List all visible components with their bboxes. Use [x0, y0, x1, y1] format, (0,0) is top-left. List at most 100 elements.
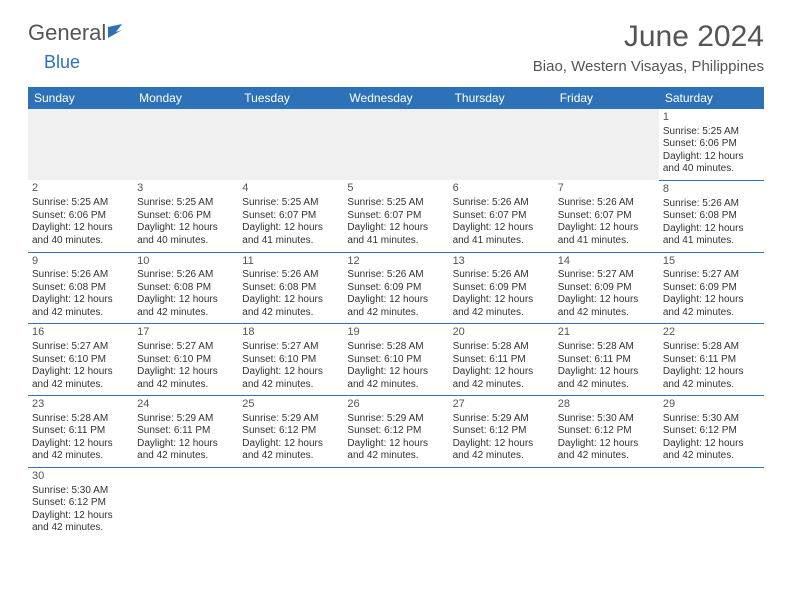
daylight1-text: Daylight: 12 hours	[453, 366, 550, 379]
day-number: 10	[137, 255, 234, 269]
daylight1-text: Daylight: 12 hours	[347, 438, 444, 451]
empty-cell	[238, 109, 343, 180]
dow-friday: Friday	[554, 87, 659, 109]
day-number: 19	[347, 326, 444, 340]
dow-wednesday: Wednesday	[343, 87, 448, 109]
week-row: 23Sunrise: 5:28 AMSunset: 6:11 PMDayligh…	[28, 396, 764, 468]
sunrise-text: Sunrise: 5:26 AM	[347, 269, 444, 282]
day-cell: 1Sunrise: 5:25 AMSunset: 6:06 PMDaylight…	[659, 109, 764, 180]
sunset-text: Sunset: 6:08 PM	[242, 282, 339, 295]
daylight1-text: Daylight: 12 hours	[137, 222, 234, 235]
empty-cell	[449, 109, 554, 180]
sunrise-text: Sunrise: 5:28 AM	[32, 413, 129, 426]
daylight2-text: and 42 minutes.	[663, 307, 760, 320]
dow-thursday: Thursday	[449, 87, 554, 109]
day-cell: 19Sunrise: 5:28 AMSunset: 6:10 PMDayligh…	[343, 324, 448, 396]
daylight2-text: and 42 minutes.	[347, 450, 444, 463]
daylight2-text: and 42 minutes.	[453, 450, 550, 463]
dow-tuesday: Tuesday	[238, 87, 343, 109]
day-number: 29	[663, 398, 760, 412]
day-number: 30	[32, 470, 129, 484]
sunset-text: Sunset: 6:12 PM	[663, 425, 760, 438]
sunrise-text: Sunrise: 5:26 AM	[32, 269, 129, 282]
title-block: June 2024 Biao, Western Visayas, Philipp…	[533, 20, 764, 75]
empty-cell	[133, 467, 238, 538]
day-number: 27	[453, 398, 550, 412]
day-cell: 2Sunrise: 5:25 AMSunset: 6:06 PMDaylight…	[28, 180, 133, 252]
month-title: June 2024	[533, 20, 764, 54]
day-number: 26	[347, 398, 444, 412]
daylight2-text: and 42 minutes.	[663, 450, 760, 463]
daylight2-text: and 42 minutes.	[242, 450, 339, 463]
sunset-text: Sunset: 6:11 PM	[663, 354, 760, 367]
daylight2-text: and 42 minutes.	[558, 450, 655, 463]
day-number: 21	[558, 326, 655, 340]
sunset-text: Sunset: 6:10 PM	[347, 354, 444, 367]
daylight1-text: Daylight: 12 hours	[663, 366, 760, 379]
daylight1-text: Daylight: 12 hours	[558, 222, 655, 235]
day-number: 24	[137, 398, 234, 412]
daylight2-text: and 40 minutes.	[663, 163, 760, 176]
day-cell: 12Sunrise: 5:26 AMSunset: 6:09 PMDayligh…	[343, 252, 448, 324]
daylight2-text: and 42 minutes.	[32, 522, 129, 535]
daylight2-text: and 41 minutes.	[242, 235, 339, 248]
daylight1-text: Daylight: 12 hours	[32, 294, 129, 307]
day-cell: 26Sunrise: 5:29 AMSunset: 6:12 PMDayligh…	[343, 396, 448, 468]
daylight1-text: Daylight: 12 hours	[32, 510, 129, 523]
daylight2-text: and 42 minutes.	[242, 307, 339, 320]
sunrise-text: Sunrise: 5:27 AM	[32, 341, 129, 354]
sunrise-text: Sunrise: 5:26 AM	[242, 269, 339, 282]
daylight1-text: Daylight: 12 hours	[558, 438, 655, 451]
sunrise-text: Sunrise: 5:28 AM	[663, 341, 760, 354]
daylight1-text: Daylight: 12 hours	[242, 222, 339, 235]
dow-sunday: Sunday	[28, 87, 133, 109]
empty-cell	[133, 109, 238, 180]
daylight2-text: and 42 minutes.	[137, 379, 234, 392]
day-cell: 14Sunrise: 5:27 AMSunset: 6:09 PMDayligh…	[554, 252, 659, 324]
empty-cell	[554, 467, 659, 538]
sunrise-text: Sunrise: 5:25 AM	[137, 197, 234, 210]
day-cell: 11Sunrise: 5:26 AMSunset: 6:08 PMDayligh…	[238, 252, 343, 324]
day-cell: 27Sunrise: 5:29 AMSunset: 6:12 PMDayligh…	[449, 396, 554, 468]
sunset-text: Sunset: 6:08 PM	[32, 282, 129, 295]
sunset-text: Sunset: 6:09 PM	[663, 282, 760, 295]
daylight2-text: and 40 minutes.	[32, 235, 129, 248]
sunset-text: Sunset: 6:09 PM	[558, 282, 655, 295]
daylight1-text: Daylight: 12 hours	[242, 438, 339, 451]
sunrise-text: Sunrise: 5:27 AM	[663, 269, 760, 282]
daylight2-text: and 42 minutes.	[663, 379, 760, 392]
sunrise-text: Sunrise: 5:30 AM	[32, 485, 129, 498]
day-cell: 16Sunrise: 5:27 AMSunset: 6:10 PMDayligh…	[28, 324, 133, 396]
header: General June 2024 Biao, Western Visayas,…	[0, 0, 792, 83]
calendar-table: SundayMondayTuesdayWednesdayThursdayFrid…	[28, 87, 764, 539]
daylight2-text: and 42 minutes.	[453, 379, 550, 392]
daylight2-text: and 41 minutes.	[453, 235, 550, 248]
day-cell: 15Sunrise: 5:27 AMSunset: 6:09 PMDayligh…	[659, 252, 764, 324]
day-cell: 3Sunrise: 5:25 AMSunset: 6:06 PMDaylight…	[133, 180, 238, 252]
sunrise-text: Sunrise: 5:28 AM	[347, 341, 444, 354]
daylight2-text: and 42 minutes.	[32, 379, 129, 392]
sunrise-text: Sunrise: 5:29 AM	[137, 413, 234, 426]
day-number: 16	[32, 326, 129, 340]
dow-monday: Monday	[133, 87, 238, 109]
empty-cell	[554, 109, 659, 180]
empty-cell	[343, 467, 448, 538]
daylight1-text: Daylight: 12 hours	[137, 294, 234, 307]
logo: General	[28, 20, 128, 46]
day-number: 7	[558, 182, 655, 196]
day-cell: 9Sunrise: 5:26 AMSunset: 6:08 PMDaylight…	[28, 252, 133, 324]
day-cell: 17Sunrise: 5:27 AMSunset: 6:10 PMDayligh…	[133, 324, 238, 396]
daylight1-text: Daylight: 12 hours	[558, 366, 655, 379]
day-number: 14	[558, 255, 655, 269]
day-cell: 8Sunrise: 5:26 AMSunset: 6:08 PMDaylight…	[659, 180, 764, 252]
sunrise-text: Sunrise: 5:26 AM	[453, 269, 550, 282]
sunset-text: Sunset: 6:11 PM	[32, 425, 129, 438]
sunrise-text: Sunrise: 5:25 AM	[347, 197, 444, 210]
sunset-text: Sunset: 6:07 PM	[558, 210, 655, 223]
daylight1-text: Daylight: 12 hours	[347, 294, 444, 307]
sunset-text: Sunset: 6:07 PM	[453, 210, 550, 223]
day-number: 18	[242, 326, 339, 340]
daylight1-text: Daylight: 12 hours	[32, 222, 129, 235]
sunrise-text: Sunrise: 5:26 AM	[558, 197, 655, 210]
sunset-text: Sunset: 6:12 PM	[347, 425, 444, 438]
